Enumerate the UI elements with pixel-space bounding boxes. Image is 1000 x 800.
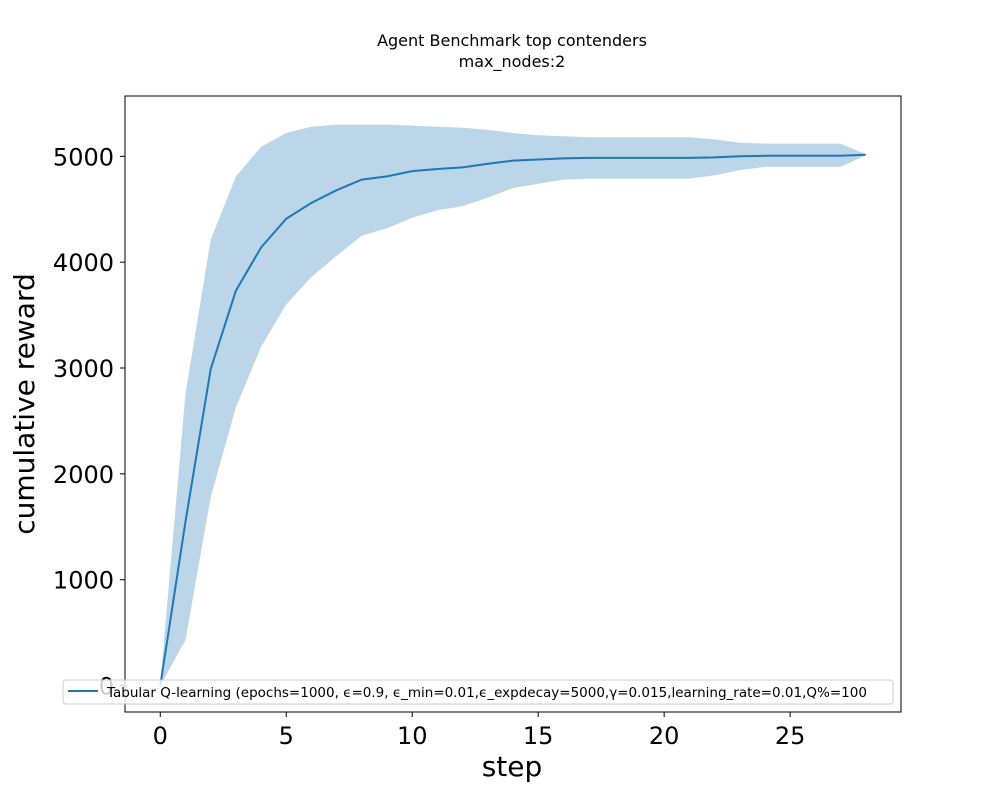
x-tick-label: 10 — [397, 722, 428, 750]
x-axis: 0 5 10 15 20 25 — [153, 712, 806, 750]
legend: Tabular Q-learning (epochs=1000, ϵ=0.9, … — [62, 679, 894, 705]
x-tick-label: 5 — [279, 722, 294, 750]
chart-subtitle: max_nodes:2 — [459, 52, 566, 72]
y-tick-label: 4000 — [53, 249, 114, 277]
chart-title: Agent Benchmark top contenders — [377, 31, 647, 50]
plot-area — [159, 124, 866, 686]
series-line-0 — [159, 153, 866, 686]
x-tick-label: 15 — [523, 722, 554, 750]
y-axis: 010002000300040005000 — [53, 143, 125, 701]
x-tick-label: 20 — [649, 722, 680, 750]
y-tick-label: 5000 — [53, 143, 114, 171]
y-axis-label: cumulative reward — [8, 273, 41, 535]
y-tick-label: 1000 — [53, 567, 114, 595]
x-axis-label: step — [482, 750, 543, 783]
legend-box — [62, 679, 894, 705]
y-tick-label: 3000 — [53, 355, 114, 383]
legend-label: Tabular Q-learning (epochs=1000, ϵ=0.9, … — [106, 685, 867, 701]
confidence-band-0 — [160, 124, 866, 686]
axes-frame — [124, 95, 902, 713]
y-tick-label: 2000 — [53, 461, 114, 489]
x-tick-label: 25 — [775, 722, 806, 750]
x-tick-label: 0 — [153, 722, 168, 750]
